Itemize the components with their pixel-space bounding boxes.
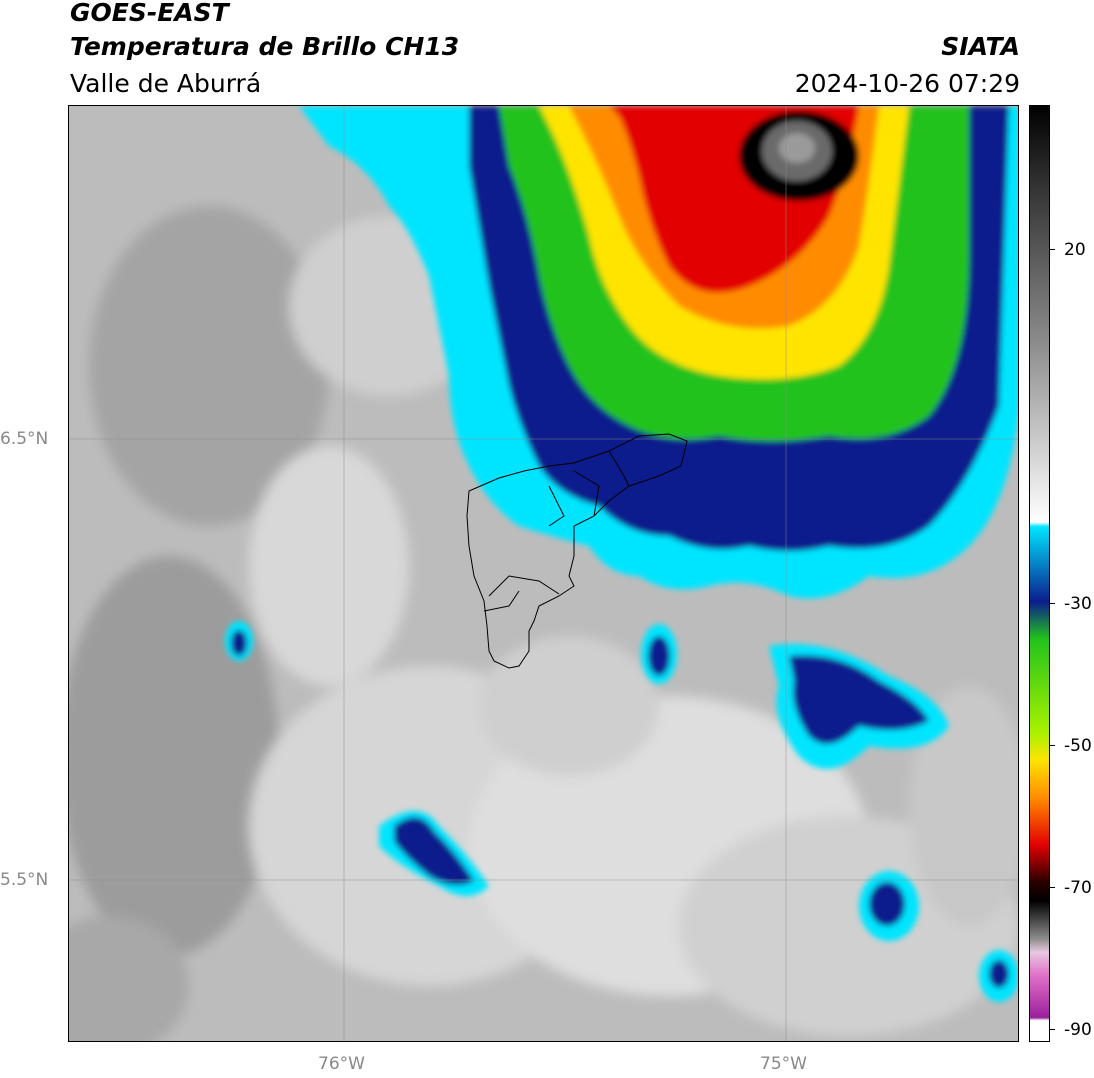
convective-cloud	[299, 106, 1018, 599]
colorbar-label-minus50: -50	[1064, 736, 1092, 756]
colorbar-label-minus30: -30	[1064, 594, 1092, 614]
colorbar-label-minus90: -90	[1064, 1020, 1092, 1040]
colorbar-tick-minus50	[1050, 745, 1055, 746]
colorbar-label-20: 20	[1064, 240, 1086, 260]
lon-label-76: 76°W	[318, 1054, 365, 1074]
colorbar-tick-minus70	[1050, 887, 1055, 888]
region-subtitle: Valle de Aburrá	[70, 69, 262, 98]
colorbar-label-minus70: -70	[1064, 878, 1092, 898]
map-canvas	[69, 106, 1018, 1041]
brand-label: SIATA	[941, 32, 1020, 61]
lat-label-6-5: 6.5°N	[0, 429, 49, 449]
datetime-label: 2024-10-26 07:29	[794, 69, 1020, 98]
gray-cloud-texture	[69, 206, 1018, 1041]
brightness-temperature-map[interactable]	[68, 105, 1019, 1042]
lon-label-75: 75°W	[760, 1054, 807, 1074]
colorbar-tick-minus90	[1050, 1029, 1055, 1030]
colorbar-gradient	[1030, 106, 1049, 1041]
isolated-cells	[225, 621, 1018, 1002]
colorbar	[1029, 105, 1050, 1042]
colorbar-tick-minus30	[1050, 603, 1055, 604]
graticule	[69, 106, 1018, 1041]
colorbar-tick-20	[1050, 249, 1055, 250]
lat-label-5-5: 5.5°N	[0, 870, 49, 890]
valle-aburra-outline	[466, 433, 688, 669]
product-title: Temperatura de Brillo CH13	[70, 32, 460, 61]
satellite-title: GOES-EAST	[70, 0, 229, 27]
